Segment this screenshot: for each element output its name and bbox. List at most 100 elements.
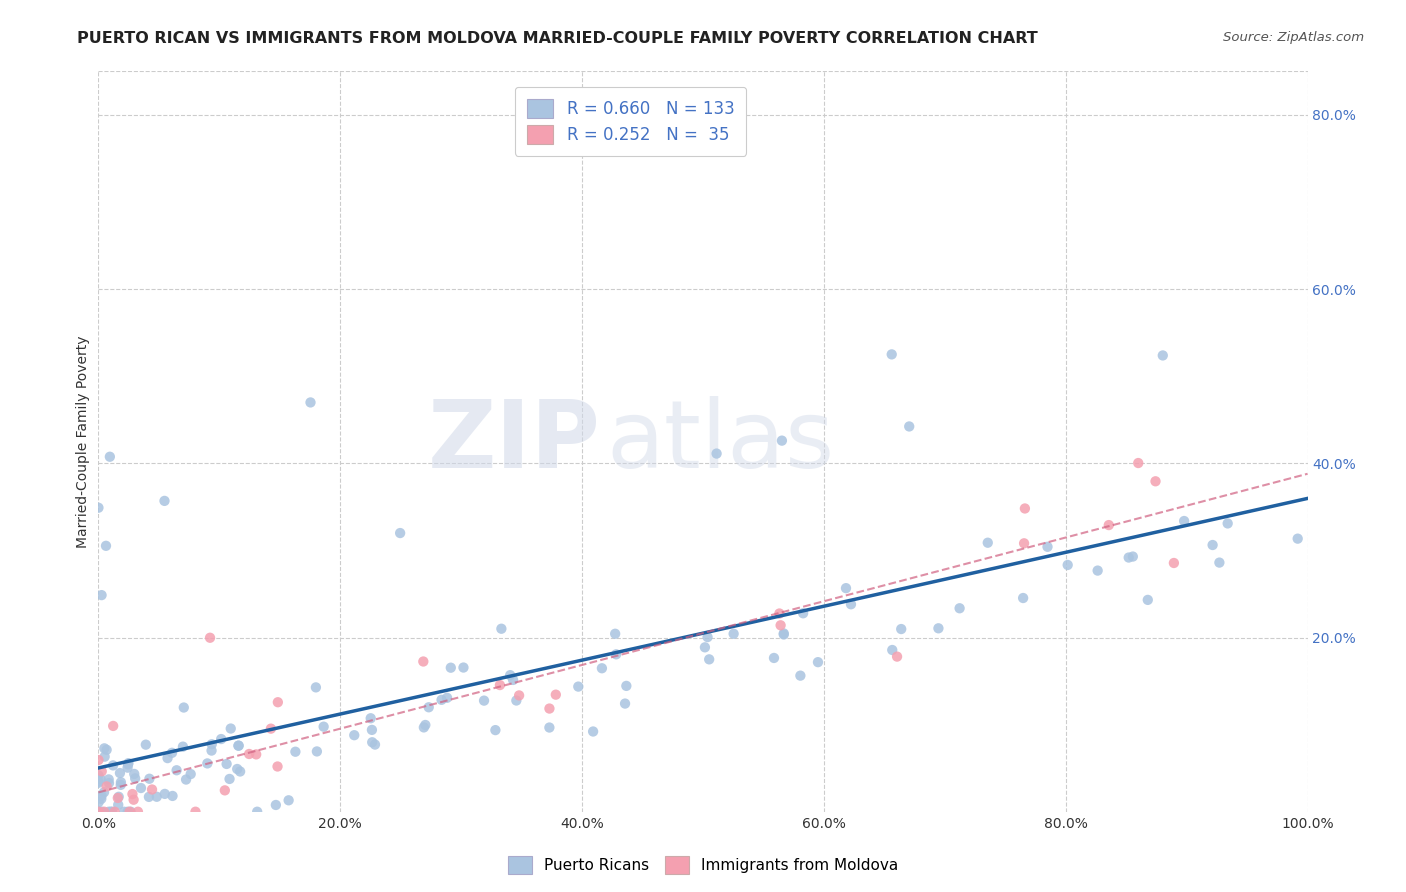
- Point: [118, 805, 141, 819]
- Point: [87, 805, 110, 819]
- Point: [87, 805, 110, 819]
- Point: [312, 720, 335, 734]
- Point: [195, 756, 218, 771]
- Point: [87, 768, 110, 782]
- Point: [886, 649, 908, 664]
- Point: [127, 805, 149, 819]
- Point: [605, 626, 627, 640]
- Point: [172, 739, 194, 754]
- Text: atlas: atlas: [606, 395, 835, 488]
- Point: [226, 762, 249, 776]
- Point: [108, 766, 131, 780]
- Point: [1098, 518, 1121, 533]
- Point: [614, 697, 637, 711]
- Point: [153, 787, 176, 801]
- Point: [412, 655, 434, 669]
- Point: [90, 789, 112, 803]
- Point: [87, 776, 110, 790]
- Point: [267, 695, 290, 709]
- Point: [364, 738, 387, 752]
- Point: [706, 446, 728, 460]
- Point: [93, 741, 115, 756]
- Point: [90, 764, 112, 779]
- Point: [343, 728, 366, 742]
- Point: [453, 660, 475, 674]
- Point: [124, 772, 146, 786]
- Point: [100, 805, 122, 819]
- Point: [440, 661, 463, 675]
- Text: PUERTO RICAN VS IMMIGRANTS FROM MOLDOVA MARRIED-COUPLE FAMILY POVERTY CORRELATIO: PUERTO RICAN VS IMMIGRANTS FROM MOLDOVA …: [77, 31, 1038, 46]
- Point: [1163, 556, 1185, 570]
- Point: [807, 655, 830, 669]
- Point: [218, 772, 240, 786]
- Point: [112, 805, 135, 819]
- Point: [166, 764, 188, 778]
- Point: [162, 789, 184, 803]
- Point: [538, 701, 561, 715]
- Point: [121, 787, 143, 801]
- Point: [90, 792, 112, 806]
- Point: [1216, 516, 1239, 531]
- Point: [138, 789, 160, 804]
- Point: [505, 693, 527, 707]
- Point: [117, 805, 139, 819]
- Point: [1087, 564, 1109, 578]
- Point: [361, 735, 384, 749]
- Point: [107, 789, 129, 804]
- Point: [238, 747, 260, 761]
- Point: [305, 681, 328, 695]
- Point: [129, 780, 152, 795]
- Point: [762, 651, 785, 665]
- Point: [138, 772, 160, 786]
- Point: [180, 767, 202, 781]
- Point: [1014, 501, 1036, 516]
- Point: [882, 643, 904, 657]
- Point: [245, 747, 267, 762]
- Point: [567, 680, 589, 694]
- Point: [1056, 558, 1078, 572]
- Point: [97, 805, 120, 819]
- Point: [1173, 514, 1195, 528]
- Point: [436, 690, 458, 705]
- Point: [117, 756, 139, 771]
- Point: [1144, 475, 1167, 489]
- Point: [418, 700, 440, 714]
- Point: [107, 797, 129, 812]
- Point: [96, 780, 118, 794]
- Point: [835, 581, 858, 595]
- Point: [1208, 556, 1230, 570]
- Point: [87, 500, 110, 515]
- Point: [107, 791, 129, 805]
- Point: [605, 648, 627, 662]
- Text: Source: ZipAtlas.com: Source: ZipAtlas.com: [1223, 31, 1364, 45]
- Point: [582, 724, 605, 739]
- Point: [977, 535, 1000, 549]
- Point: [184, 805, 207, 819]
- Point: [156, 751, 179, 765]
- Point: [94, 539, 117, 553]
- Point: [1012, 591, 1035, 605]
- Point: [201, 737, 224, 751]
- Legend: R = 0.660   N = 133, R = 0.252   N =  35: R = 0.660 N = 133, R = 0.252 N = 35: [515, 87, 747, 155]
- Point: [430, 693, 453, 707]
- Point: [284, 745, 307, 759]
- Point: [120, 805, 142, 819]
- Point: [98, 776, 121, 790]
- Point: [499, 668, 522, 682]
- Point: [145, 789, 167, 804]
- Point: [614, 679, 637, 693]
- Point: [153, 494, 176, 508]
- Point: [472, 693, 495, 707]
- Point: [1012, 536, 1035, 550]
- Point: [215, 756, 238, 771]
- Point: [361, 723, 384, 737]
- Point: [1152, 348, 1174, 362]
- Point: [1136, 593, 1159, 607]
- Point: [949, 601, 972, 615]
- Point: [693, 640, 716, 655]
- Point: [1201, 538, 1223, 552]
- Point: [769, 618, 792, 632]
- Point: [198, 631, 221, 645]
- Point: [93, 785, 115, 799]
- Point: [89, 805, 111, 819]
